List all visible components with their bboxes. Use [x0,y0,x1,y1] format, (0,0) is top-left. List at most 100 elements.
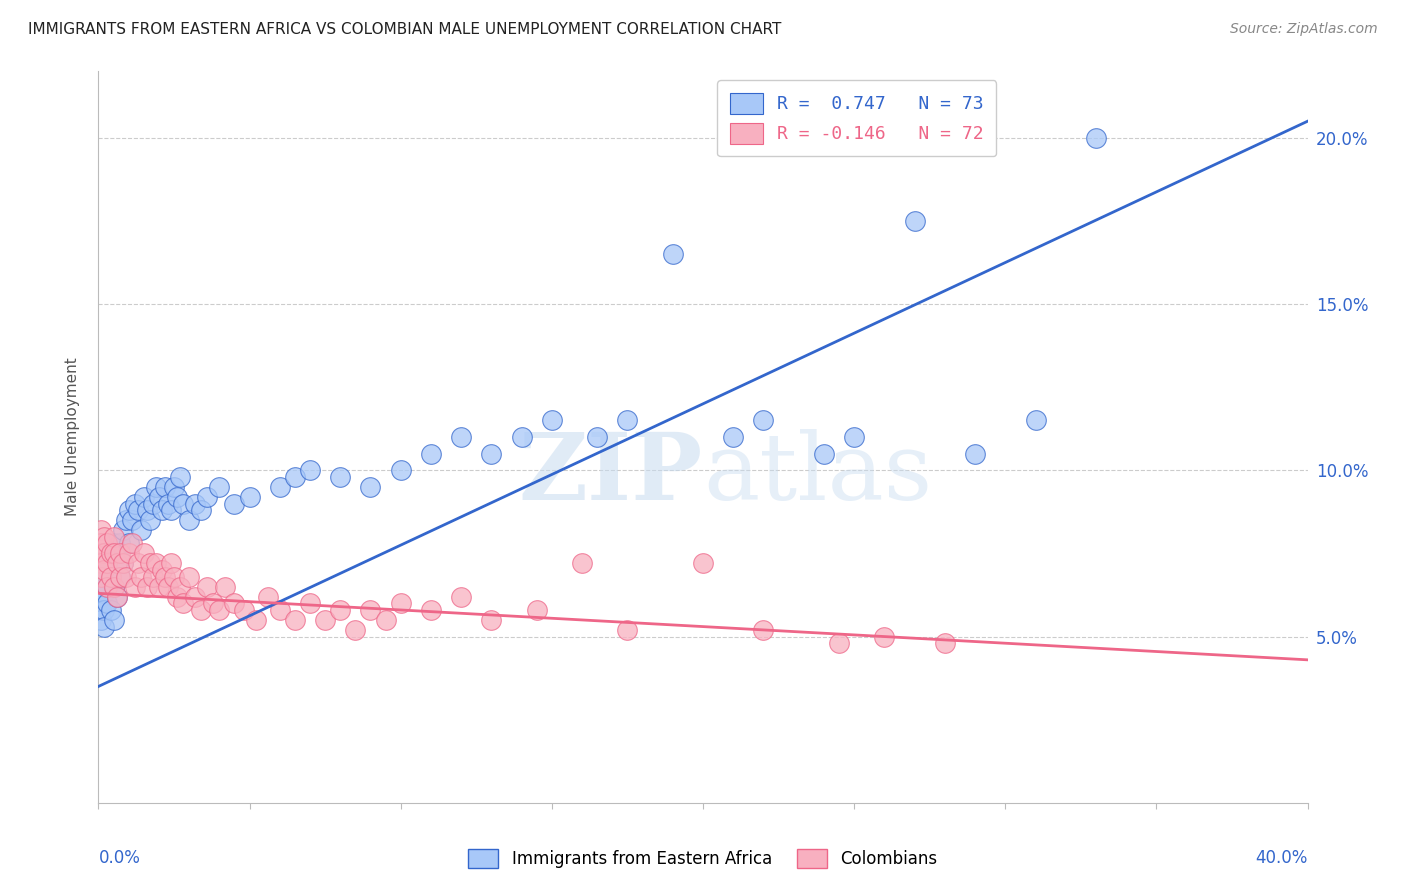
Point [129,523,152,537]
Point [105,557,128,571]
Point [269,603,291,617]
Point [344,623,367,637]
Point [1024,413,1046,427]
Point [156,497,179,511]
Text: 0.0%: 0.0% [98,849,141,867]
Point [127,557,149,571]
Point [374,613,396,627]
Point [156,580,179,594]
Point [526,603,548,617]
Point [844,430,866,444]
Point [360,480,382,494]
Point [121,536,143,550]
Point [129,570,152,584]
Point [103,546,125,560]
Point [224,596,246,610]
Point [184,497,207,511]
Point [571,557,593,571]
Point [96,557,118,571]
Point [586,430,609,444]
Point [90,603,112,617]
Point [93,530,115,544]
Point [208,603,231,617]
Point [114,570,136,584]
Point [256,590,278,604]
Y-axis label: Male Unemployment: Male Unemployment [65,358,80,516]
Point [190,603,212,617]
Point [299,463,322,477]
Text: 40.0%: 40.0% [1256,849,1308,867]
Point [540,413,562,427]
Point [90,570,112,584]
Point [111,557,134,571]
Point [752,413,775,427]
Point [135,580,157,594]
Point [169,470,191,484]
Point [965,447,987,461]
Point [389,463,412,477]
Point [172,497,194,511]
Point [118,503,141,517]
Point [105,590,128,604]
Point [195,580,218,594]
Point [329,470,352,484]
Point [103,530,125,544]
Point [202,596,225,610]
Point [96,536,118,550]
Point [224,497,246,511]
Point [692,557,714,571]
Point [100,603,122,617]
Point [111,523,134,537]
Point [132,546,155,560]
Point [93,563,115,577]
Point [96,596,118,610]
Point [118,536,141,550]
Point [481,613,503,627]
Point [90,557,112,571]
Legend: R =  0.747   N = 73, R = -0.146   N = 72: R = 0.747 N = 73, R = -0.146 N = 72 [717,80,997,156]
Point [121,513,143,527]
Point [616,413,638,427]
Point [214,580,236,594]
Point [90,613,112,627]
Point [239,490,262,504]
Point [96,580,118,594]
Point [100,546,122,560]
Point [299,596,322,610]
Point [127,503,149,517]
Point [124,497,146,511]
Point [93,586,115,600]
Point [111,557,134,571]
Text: ZIP: ZIP [519,429,703,518]
Legend: Immigrants from Eastern Africa, Colombians: Immigrants from Eastern Africa, Colombia… [461,842,945,875]
Point [481,447,503,461]
Point [132,490,155,504]
Point [360,603,382,617]
Point [100,546,122,560]
Point [904,214,927,228]
Point [314,613,336,627]
Point [100,570,122,584]
Text: Source: ZipAtlas.com: Source: ZipAtlas.com [1230,22,1378,37]
Point [90,536,112,550]
Text: atlas: atlas [703,429,932,518]
Point [329,603,352,617]
Point [139,513,162,527]
Point [93,546,115,560]
Point [96,557,118,571]
Point [103,580,125,594]
Point [160,557,183,571]
Point [163,480,186,494]
Point [166,590,188,604]
Point [163,570,186,584]
Point [145,480,167,494]
Point [184,590,207,604]
Point [145,557,167,571]
Point [190,503,212,517]
Point [420,603,443,617]
Point [148,580,170,594]
Point [813,447,835,461]
Point [124,580,146,594]
Point [90,580,112,594]
Point [420,447,443,461]
